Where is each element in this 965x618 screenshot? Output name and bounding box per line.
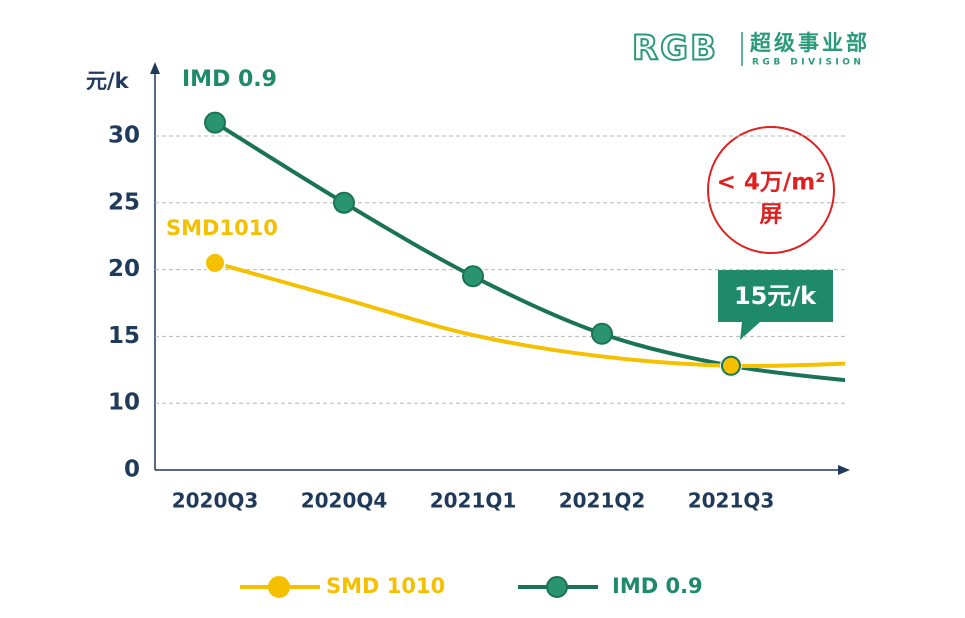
x-tick-label: 2020Q3 [172, 489, 259, 513]
logo-sub: RGB DIVISION [752, 58, 864, 68]
marker [333, 191, 355, 214]
x-tick-label: 2021Q3 [688, 489, 775, 513]
legend: SMD 1010 IMD 0.9 [240, 574, 703, 598]
x-tick-label: 2020Q4 [301, 489, 388, 513]
badge: < 4万/m² 屏 [707, 126, 835, 254]
y-tick-label: 10 [108, 390, 140, 416]
y-axis-label: 元/k [86, 69, 130, 93]
marker [462, 265, 484, 288]
callout-box [718, 270, 833, 340]
legend-marker [268, 576, 290, 598]
logo-name: 超级事业部 [750, 31, 870, 55]
x-tick-label: 2021Q1 [430, 489, 517, 513]
callout: 15元/k [718, 270, 833, 340]
y-tick-label: 0 [124, 457, 140, 483]
marker [721, 355, 741, 376]
legend-marker [546, 576, 568, 598]
x-tick-label: 2021Q2 [559, 489, 646, 513]
y-tick-label: 25 [108, 189, 140, 215]
y-axis-arrow [150, 62, 160, 74]
logo: RGB 超级事业部 RGB DIVISION [631, 28, 870, 70]
badge-text: 屏 [760, 202, 783, 228]
axes [150, 62, 850, 475]
badge-circle [707, 126, 835, 254]
smd-annotation: SMD1010 [166, 216, 278, 240]
badge-text: < 4万/m² [717, 170, 826, 196]
legend-label: SMD 1010 [326, 574, 445, 598]
marker [204, 111, 226, 134]
logo-mark: RGB [632, 29, 718, 69]
y-tick-label: 15 [108, 323, 140, 349]
plot: 0 10 15 20 25 30 2020Q3 2020Q4 2021Q1 2021Q2 2021Q… [108, 111, 845, 513]
y-tick-label: 30 [108, 123, 140, 149]
marker [591, 322, 613, 345]
y-tick-label: 20 [108, 256, 140, 282]
legend-label: IMD 0.9 [612, 574, 703, 598]
imd-annotation: IMD 0.9 [182, 67, 277, 92]
x-axis-arrow [838, 465, 850, 475]
callout-text: 15元/k [734, 282, 817, 310]
series-line [214, 260, 845, 369]
marker [204, 251, 226, 274]
